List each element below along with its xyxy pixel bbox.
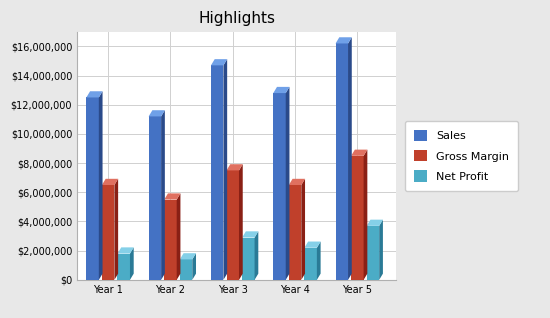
Polygon shape bbox=[367, 226, 379, 280]
Polygon shape bbox=[304, 248, 317, 280]
Polygon shape bbox=[180, 259, 192, 280]
Polygon shape bbox=[223, 59, 227, 280]
Title: Highlights: Highlights bbox=[198, 11, 275, 26]
Polygon shape bbox=[102, 179, 118, 185]
Polygon shape bbox=[336, 37, 352, 44]
Polygon shape bbox=[211, 59, 227, 66]
Legend: Sales, Gross Margin, Net Profit: Sales, Gross Margin, Net Profit bbox=[405, 121, 518, 191]
Polygon shape bbox=[348, 37, 352, 280]
Polygon shape bbox=[86, 91, 102, 97]
Polygon shape bbox=[180, 253, 196, 259]
Polygon shape bbox=[177, 193, 180, 280]
Polygon shape bbox=[289, 179, 305, 185]
Polygon shape bbox=[118, 253, 130, 280]
Polygon shape bbox=[148, 116, 161, 280]
Polygon shape bbox=[379, 220, 383, 280]
Polygon shape bbox=[227, 164, 243, 170]
Polygon shape bbox=[242, 231, 258, 238]
Polygon shape bbox=[255, 231, 258, 280]
Polygon shape bbox=[227, 170, 239, 280]
Polygon shape bbox=[285, 87, 289, 280]
Polygon shape bbox=[367, 220, 383, 226]
Polygon shape bbox=[289, 185, 301, 280]
Polygon shape bbox=[239, 164, 243, 280]
Polygon shape bbox=[148, 110, 165, 116]
Polygon shape bbox=[192, 253, 196, 280]
Polygon shape bbox=[102, 185, 114, 280]
Polygon shape bbox=[317, 242, 321, 280]
Polygon shape bbox=[351, 149, 367, 156]
Polygon shape bbox=[242, 238, 255, 280]
Polygon shape bbox=[99, 91, 102, 280]
Polygon shape bbox=[164, 193, 180, 200]
Polygon shape bbox=[304, 242, 321, 248]
Polygon shape bbox=[364, 149, 367, 280]
Polygon shape bbox=[351, 156, 364, 280]
Polygon shape bbox=[86, 97, 99, 280]
Polygon shape bbox=[161, 110, 165, 280]
Polygon shape bbox=[301, 179, 305, 280]
Polygon shape bbox=[336, 44, 348, 280]
Polygon shape bbox=[273, 93, 285, 280]
Polygon shape bbox=[211, 66, 223, 280]
Polygon shape bbox=[114, 179, 118, 280]
Polygon shape bbox=[273, 87, 289, 93]
Polygon shape bbox=[118, 247, 134, 253]
Polygon shape bbox=[130, 247, 134, 280]
Polygon shape bbox=[164, 200, 177, 280]
